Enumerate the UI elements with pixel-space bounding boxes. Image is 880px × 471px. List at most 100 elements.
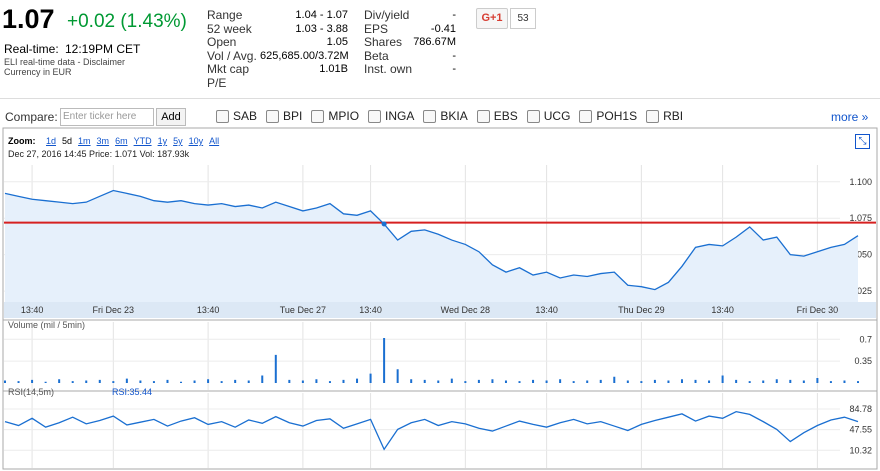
panel-title: Volume (mil / 5min) — [8, 320, 85, 330]
add-button[interactable]: Add — [156, 108, 186, 126]
stat-label: Vol / Avg. — [207, 48, 257, 63]
ticker-checkbox[interactable]: BKIA — [423, 109, 468, 123]
checkbox[interactable] — [476, 109, 490, 123]
stat-value: -0.41 — [430, 22, 456, 35]
volume-bar — [247, 380, 250, 383]
zoom-option[interactable]: 3m — [96, 136, 110, 146]
checkbox[interactable] — [266, 109, 280, 123]
zoom-option[interactable]: All — [209, 136, 220, 146]
ticker-label: POH1S — [596, 109, 638, 123]
ticker-checkbox[interactable]: RBI — [646, 109, 683, 123]
volume-bar — [125, 378, 128, 383]
x-tick-label: Fri Dec 23 — [93, 305, 135, 315]
plus-one-count: 53 — [510, 8, 536, 29]
volume-bar — [694, 379, 697, 383]
more-link[interactable]: more » — [831, 110, 869, 124]
volume-bar — [423, 379, 426, 383]
quote-time: 12:19PM CET — [65, 42, 141, 56]
plus-one-button[interactable]: G+1 — [476, 8, 508, 29]
ticker-list: SAB BPI MPIO INGA BKIA EBS UCG POH1S RBI — [216, 109, 683, 123]
stat-label: Open — [207, 35, 237, 49]
ticker-checkbox[interactable]: SAB — [216, 109, 257, 123]
ticker-label: BKIA — [440, 109, 468, 123]
zoom-option[interactable]: 5d — [62, 136, 73, 146]
stat-value: - — [452, 49, 456, 62]
zoom-option[interactable]: 1m — [78, 136, 91, 146]
ticker-label: INGA — [385, 109, 415, 123]
ticker-checkbox[interactable]: EBS — [476, 109, 518, 123]
volume-bar — [477, 379, 480, 383]
volume-bar — [220, 381, 223, 383]
expand-button[interactable]: ⤡ — [855, 134, 870, 149]
volume-bar — [491, 379, 494, 383]
volume-bar — [369, 373, 372, 383]
price-line — [4, 410, 859, 451]
ticker-checkbox[interactable]: BPI — [266, 109, 302, 123]
checkbox[interactable] — [526, 109, 540, 123]
y-tick-label: 1.050 — [849, 250, 872, 260]
checkbox[interactable] — [311, 109, 325, 123]
checkbox[interactable] — [423, 109, 437, 123]
volume-bar — [44, 381, 47, 383]
stat-label: P/E — [207, 75, 227, 90]
volume-bar — [180, 381, 183, 383]
stat-label: 52 week — [207, 21, 252, 36]
ticker-checkbox[interactable]: POH1S — [579, 109, 637, 123]
volume-bar — [31, 379, 34, 383]
volume-bar — [152, 381, 155, 383]
volume-bar — [207, 379, 210, 383]
x-axis-band — [4, 302, 876, 318]
stat-label: Mkt cap — [207, 62, 250, 76]
y-tick-label: 47.55 — [849, 425, 872, 435]
checkbox[interactable] — [579, 109, 593, 123]
checkbox[interactable] — [368, 109, 382, 123]
checkbox[interactable] — [646, 109, 660, 123]
price-line — [4, 189, 859, 291]
volume-bar — [762, 380, 765, 383]
x-tick-label: 13:40 — [359, 305, 382, 315]
volume-bar — [437, 380, 440, 383]
ticker-label: SAB — [233, 109, 258, 123]
x-tick-label: 13:40 — [711, 305, 734, 315]
stat-label: Shares — [364, 35, 403, 49]
zoom-option[interactable]: 5y — [173, 136, 183, 146]
volume-bar — [464, 381, 467, 383]
volume-bar — [613, 376, 616, 383]
volume-bar — [586, 380, 589, 383]
volume-bar — [504, 380, 507, 383]
volume-bar — [857, 381, 859, 383]
currency: Currency in EUR — [4, 67, 72, 77]
zoom-option[interactable]: 10y — [188, 136, 204, 146]
volume-bar — [98, 379, 101, 383]
zoom-option[interactable]: 6m — [115, 136, 128, 146]
compare-label: Compare: — [5, 110, 58, 124]
volume-bar — [71, 381, 74, 383]
stat-value: 786.67M — [413, 36, 456, 48]
checkbox[interactable] — [216, 109, 229, 123]
volume-bar — [559, 379, 562, 383]
zoom-option[interactable]: 1y — [157, 136, 168, 146]
volume-bar — [802, 380, 805, 383]
volume-bar — [532, 379, 535, 383]
ticker-checkbox[interactable]: MPIO — [311, 109, 359, 123]
volume-bar — [17, 381, 20, 383]
ticker-checkbox[interactable]: UCG — [526, 109, 570, 123]
volume-bar — [653, 379, 656, 383]
stat-label: Range — [207, 8, 243, 22]
volume-bar — [775, 379, 778, 383]
zoom-option[interactable]: YTD — [133, 136, 152, 146]
panel-subtitle: RSI:35.44 — [112, 387, 152, 397]
zoom-option[interactable]: 1d — [46, 136, 57, 146]
disclaimer[interactable]: ELI real-time data - Disclaimer — [4, 57, 126, 67]
x-tick-label: Wed Dec 28 — [441, 305, 490, 315]
separator — [0, 98, 880, 99]
x-tick-label: Fri Dec 30 — [797, 305, 839, 315]
ticker-input[interactable]: Enter ticker here — [60, 108, 154, 126]
volume-bar — [288, 379, 291, 383]
volume-bar — [234, 379, 237, 383]
panel-title: RSI(14,5m) — [8, 387, 54, 397]
ticker-checkbox[interactable]: INGA — [368, 109, 414, 123]
ticker-label: RBI — [663, 109, 684, 123]
volume-bar — [166, 379, 169, 383]
